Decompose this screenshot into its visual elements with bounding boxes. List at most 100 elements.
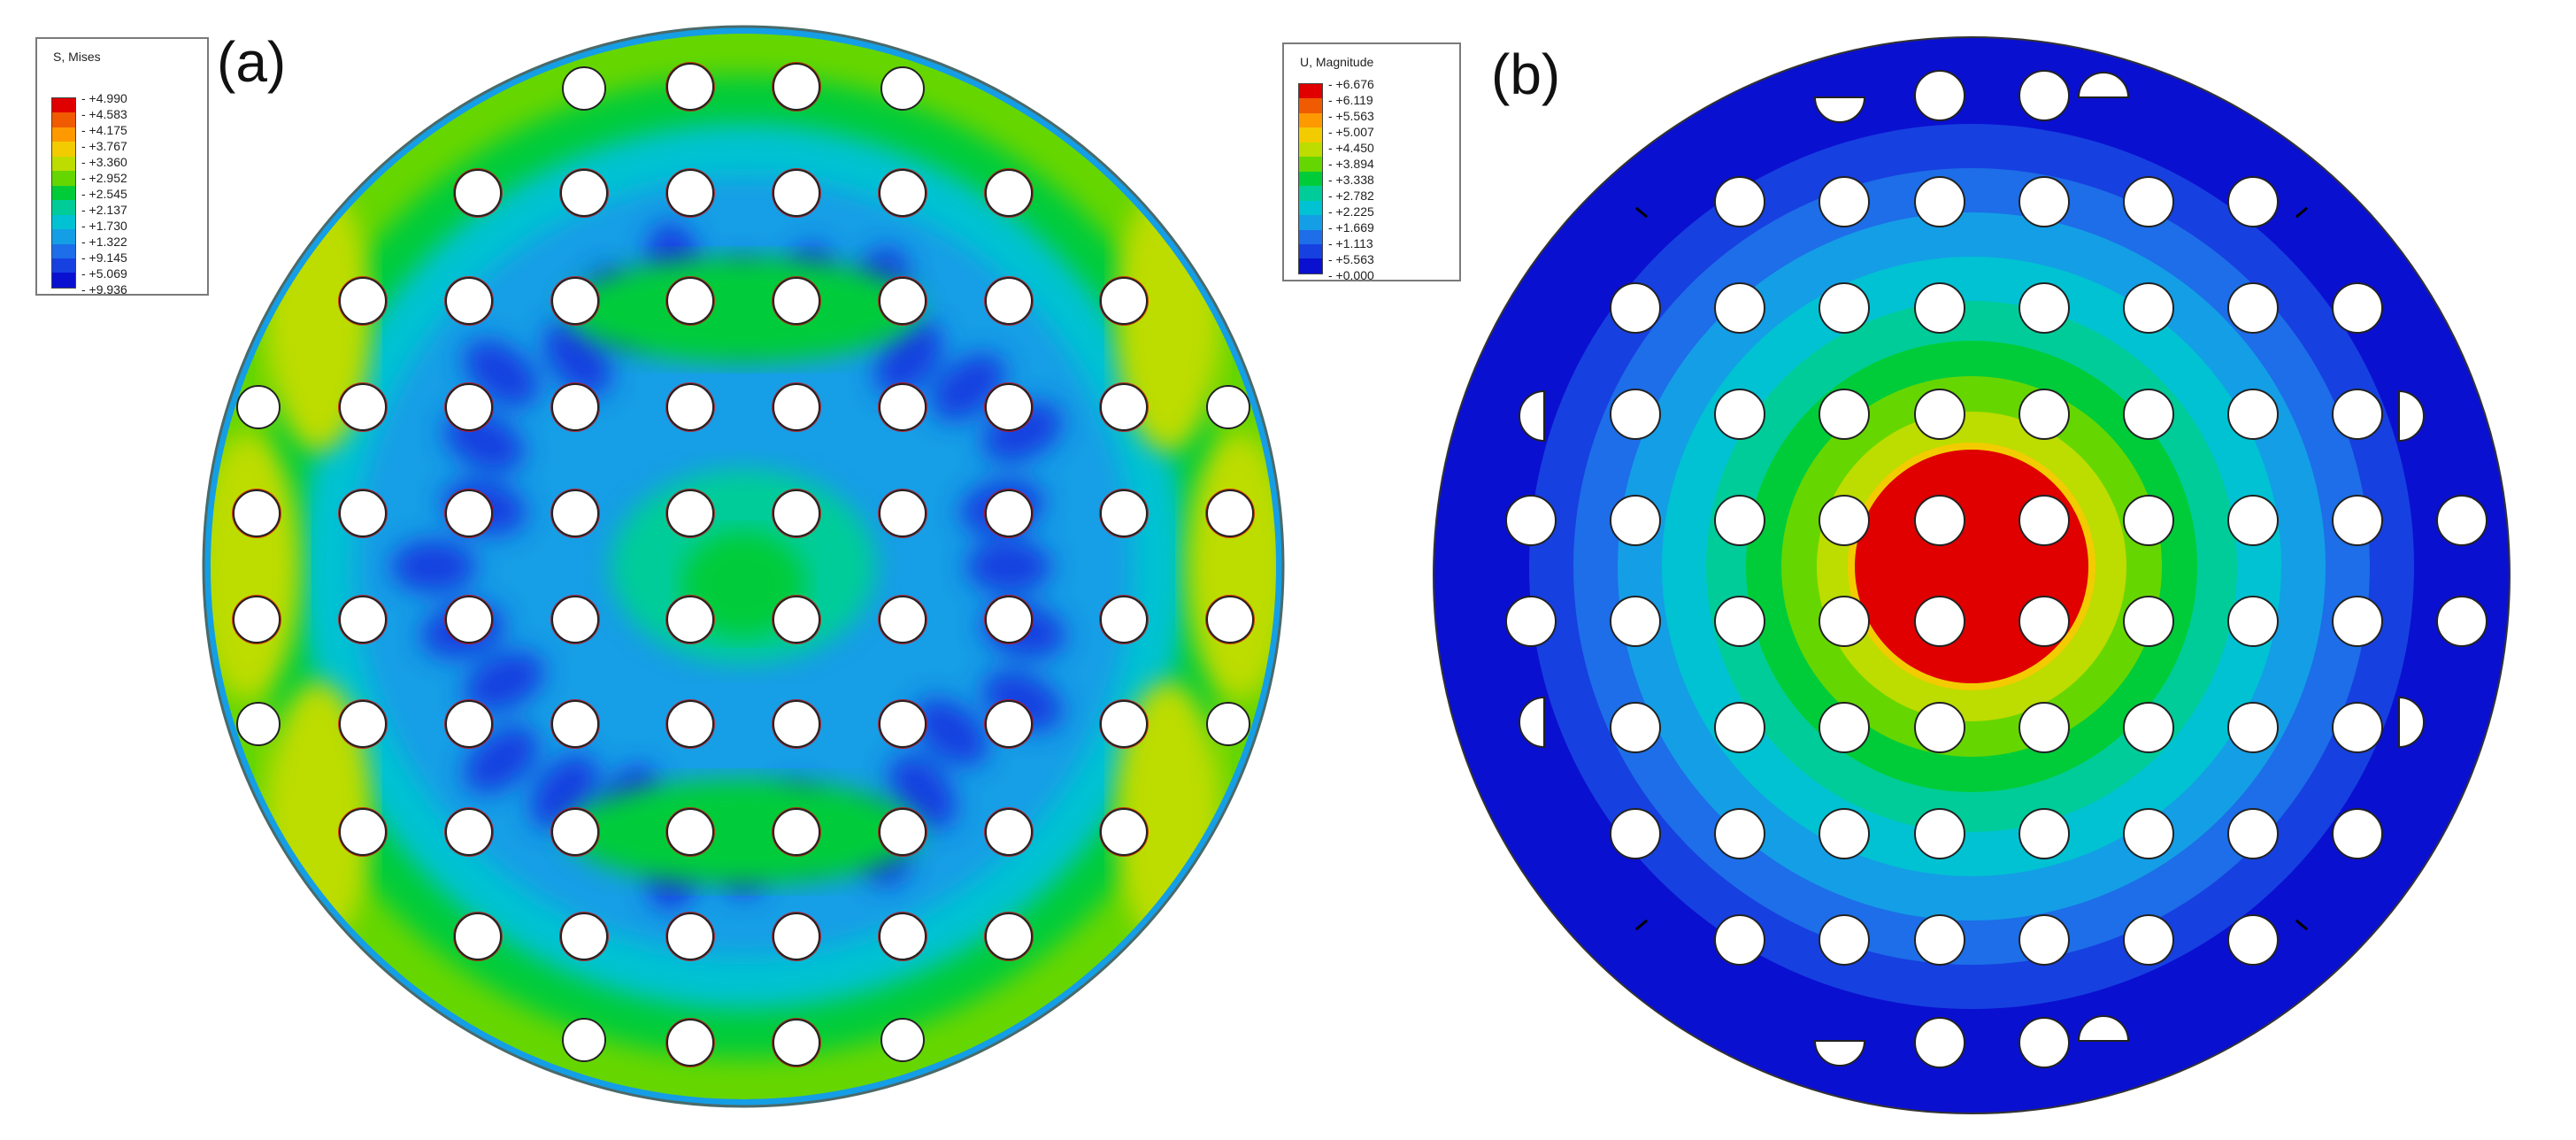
edge-slit <box>2295 206 2309 219</box>
legend-value: - +5.563 <box>1328 109 1374 123</box>
hole <box>1819 702 1870 753</box>
hole <box>985 913 1033 960</box>
legend-swatch <box>52 200 75 215</box>
hole <box>1819 176 1870 227</box>
legend-value: - +4.583 <box>81 107 127 121</box>
hole <box>879 700 927 748</box>
hole <box>2227 702 2279 753</box>
hole <box>773 1019 820 1067</box>
legend-color-bar <box>1298 83 1323 274</box>
hole <box>773 700 820 748</box>
hole <box>2019 282 2070 334</box>
partial-hole <box>880 1018 925 1062</box>
panel-label-b: (b) <box>1491 42 1561 106</box>
partial-hole <box>1519 696 1545 749</box>
hole <box>773 596 820 643</box>
legend-swatch <box>52 185 75 201</box>
legend-labels: - +4.990 - +4.583 - +4.175 - +3.767 - +3.360… <box>81 90 205 296</box>
legend-value: - +1.113 <box>1328 236 1373 250</box>
legend-swatch <box>52 142 75 157</box>
hole <box>1610 702 1661 753</box>
hole <box>879 913 927 960</box>
legend-swatch <box>1299 258 1322 273</box>
hole <box>2123 176 2174 227</box>
hole <box>2019 1017 2070 1068</box>
hole <box>1819 389 1870 440</box>
displacement-field <box>1529 124 2414 1009</box>
hole <box>985 489 1033 537</box>
hole <box>233 596 281 643</box>
stress-legend: S, Mises - +4.990 - +4.583 - +4.175 - +3.76… <box>35 37 209 296</box>
legend-value: - +5.007 <box>1328 125 1374 139</box>
legend-swatch <box>52 258 75 273</box>
hole <box>1610 495 1661 546</box>
legend-swatch <box>1299 215 1322 230</box>
hole <box>2227 495 2279 546</box>
hole <box>773 169 820 217</box>
hole <box>1100 808 1148 856</box>
hole <box>1714 702 1765 753</box>
legend-swatch <box>1299 98 1322 113</box>
legend-swatch <box>1299 127 1322 142</box>
hole <box>454 913 502 960</box>
legend-title: U, Magnitude <box>1300 55 1374 69</box>
hole <box>2227 389 2279 440</box>
hole <box>2019 702 2070 753</box>
hole <box>551 808 599 856</box>
panel-label-a: (a) <box>217 30 287 94</box>
hole <box>2227 282 2279 334</box>
hole <box>2123 808 2174 859</box>
hole <box>666 169 714 217</box>
edge-slit <box>2295 919 2309 931</box>
hole <box>1914 70 1965 121</box>
legend-swatch <box>1299 229 1322 244</box>
hole <box>1819 914 1870 966</box>
hole <box>2123 495 2174 546</box>
hole <box>1914 282 1965 334</box>
hole <box>560 913 608 960</box>
legend-value: - +2.545 <box>81 187 127 201</box>
legend-swatch <box>52 229 75 244</box>
hole <box>445 700 493 748</box>
hole <box>1819 596 1870 647</box>
partial-hole <box>1813 1040 1866 1067</box>
legend-value: - +5.563 <box>1328 252 1374 266</box>
hole <box>1914 914 1965 966</box>
hole <box>339 277 387 325</box>
legend-swatch <box>1299 200 1322 216</box>
hole <box>1914 596 1965 647</box>
legend-swatch <box>52 156 75 172</box>
legend-value: - +3.894 <box>1328 157 1374 171</box>
hole <box>339 489 387 537</box>
partial-hole <box>562 66 606 111</box>
legend-value: - +4.990 <box>81 91 127 105</box>
partial-hole <box>2077 1015 2130 1042</box>
legend-swatch <box>1299 157 1322 172</box>
hole <box>879 169 927 217</box>
hole <box>879 489 927 537</box>
legend-color-bar <box>51 97 76 289</box>
partial-hole <box>1206 702 1250 746</box>
hole <box>985 169 1033 217</box>
hole <box>1714 808 1765 859</box>
hole <box>445 277 493 325</box>
legend-value: - +6.676 <box>1328 77 1374 91</box>
hole <box>551 277 599 325</box>
legend-swatch <box>52 243 75 258</box>
hole <box>879 596 927 643</box>
hole <box>2019 495 2070 546</box>
hole <box>2436 596 2488 647</box>
hole <box>1714 282 1765 334</box>
hole <box>1819 495 1870 546</box>
hole <box>445 596 493 643</box>
legend-value: - +2.137 <box>81 203 127 217</box>
legend-swatch <box>52 112 75 127</box>
hole <box>2123 914 2174 966</box>
hole <box>666 63 714 111</box>
hole <box>1819 282 1870 334</box>
legend-value: - +0.000 <box>1328 268 1374 281</box>
hole <box>2123 702 2174 753</box>
hole <box>233 489 281 537</box>
hole <box>1914 176 1965 227</box>
hole <box>445 808 493 856</box>
